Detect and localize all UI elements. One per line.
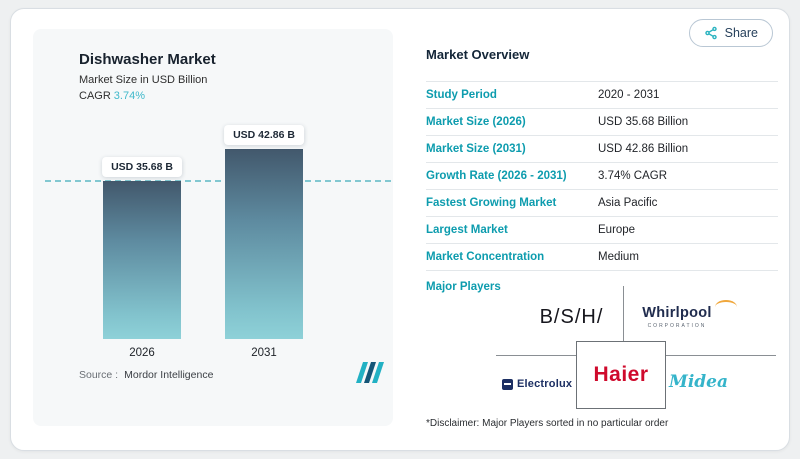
row-label: Study Period	[426, 89, 497, 101]
row-value: USD 35.68 Billion	[598, 116, 689, 128]
whirlpool-corporation-text: CORPORATION	[647, 323, 707, 329]
bar-value-label-2026: USD 35.68 B	[102, 157, 182, 177]
divider-line-left	[496, 355, 576, 356]
row-value: Europe	[598, 224, 636, 236]
chart-subtitle: Market Size in USD Billion	[79, 74, 208, 86]
bar-2026	[103, 181, 181, 339]
infographic-card: Share Dishwasher Market Market Size in U…	[10, 8, 790, 451]
source-value: Mordor Intelligence	[124, 369, 214, 381]
x-axis-label-2026: 2026	[129, 347, 155, 359]
mordor-intelligence-logo	[356, 362, 384, 383]
row-value: USD 42.86 Billion	[598, 143, 689, 155]
row-value: Medium	[598, 251, 639, 263]
share-button[interactable]: Share	[688, 19, 773, 47]
table-row: Market Size (2026) USD 35.68 Billion	[426, 109, 778, 136]
cagr-value: 3.74%	[113, 90, 145, 102]
major-players-label: Major Players	[426, 281, 501, 293]
table-row: Growth Rate (2026 - 2031) 3.74% CAGR	[426, 163, 778, 190]
bar-value-label-2031: USD 42.86 B	[224, 125, 304, 145]
whirlpool-wordmark: Whirlpool	[642, 305, 712, 321]
divider-vertical-line	[623, 286, 624, 343]
chart-title: Dishwasher Market	[79, 51, 216, 68]
whirlpool-logo: Whirlpool CORPORATION	[617, 300, 737, 329]
overview-table: Study Period 2020 - 2031 Market Size (20…	[426, 81, 778, 271]
source-label: Source :	[79, 369, 119, 381]
source-row: Source : Mordor Intelligence	[79, 369, 213, 381]
table-row: Market Concentration Medium	[426, 244, 778, 271]
row-label: Fastest Growing Market	[426, 197, 557, 209]
share-button-label: Share	[724, 26, 758, 40]
table-row: Fastest Growing Market Asia Pacific	[426, 190, 778, 217]
overview-title: Market Overview	[426, 47, 530, 62]
row-value: 3.74% CAGR	[598, 170, 668, 182]
electrolux-logo: Electrolux	[502, 378, 572, 390]
midea-logo: Midea	[669, 372, 728, 392]
divider-line-right	[666, 355, 776, 356]
row-label: Market Size (2031)	[426, 143, 526, 155]
row-label: Largest Market	[426, 224, 508, 236]
market-overview-panel: Market Overview Study Period 2020 - 2031…	[426, 47, 778, 429]
disclaimer-text: *Disclaimer: Major Players sorted in no …	[426, 418, 669, 429]
cagr-label: CAGR	[79, 90, 111, 102]
whirlpool-gold-swirl-icon	[715, 300, 737, 307]
major-players-diagram: B/S/H/ Whirlpool CORPORATION Haier Elect…	[426, 286, 778, 416]
table-row: Market Size (2031) USD 42.86 Billion	[426, 136, 778, 163]
table-row: Study Period 2020 - 2031	[426, 82, 778, 109]
row-label: Market Size (2026)	[426, 116, 526, 128]
row-value: 2020 - 2031	[598, 89, 660, 101]
cagr-line: CAGR 3.74%	[79, 90, 145, 102]
table-row: Largest Market Europe	[426, 217, 778, 244]
chart-panel: Dishwasher Market Market Size in USD Bil…	[33, 29, 393, 426]
haier-logo: Haier	[593, 363, 649, 386]
electrolux-icon	[502, 378, 513, 390]
electrolux-wordmark: Electrolux	[517, 378, 573, 390]
bar-chart: USD 35.68 B USD 42.86 B 2026 2031	[45, 113, 391, 359]
row-label: Market Concentration	[426, 251, 545, 263]
share-icon	[704, 26, 717, 40]
bsh-logo: B/S/H/	[539, 306, 604, 328]
row-label: Growth Rate (2026 - 2031)	[426, 170, 567, 182]
x-axis-label-2031: 2031	[251, 347, 277, 359]
haier-logo-box: Haier	[576, 341, 666, 409]
reference-dashed-line	[45, 180, 391, 182]
row-value: Asia Pacific	[598, 197, 658, 209]
bar-2031	[225, 149, 303, 339]
